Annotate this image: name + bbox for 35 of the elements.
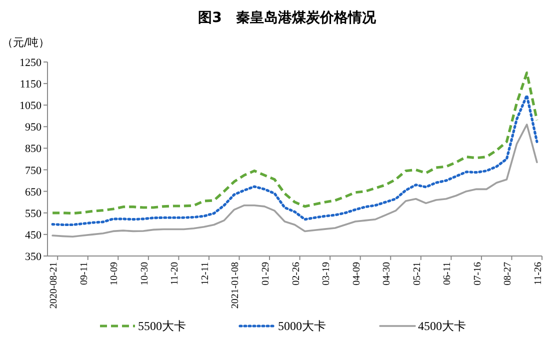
x-tick-label: 09-11 — [78, 262, 90, 285]
y-tick-label: 650 — [25, 186, 42, 198]
y-tick-label: 350 — [25, 251, 42, 263]
y-axis-title: （元/吨） — [2, 36, 50, 49]
x-tick-label: 05-21 — [412, 262, 423, 286]
x-tick-label: 11-26 — [532, 262, 544, 285]
x-tick-label: 04-09 — [351, 262, 362, 286]
legend-label: 5000大卡 — [278, 319, 326, 333]
legend-label: 5500大卡 — [138, 319, 186, 333]
y-tick-label: 450 — [25, 229, 42, 242]
x-tick-label: 06-11 — [442, 262, 454, 285]
line-series — [51, 71, 538, 215]
y-tick-label: 1250 — [20, 57, 42, 69]
y-tick-label: 750 — [25, 164, 42, 177]
x-tick-label: 04-30 — [382, 262, 393, 286]
y-tick-label: 950 — [25, 122, 42, 134]
y-tick-label: 1050 — [20, 100, 42, 112]
x-tick-label: 02-26 — [290, 262, 302, 286]
x-tick-label: 2021-01-08 — [230, 262, 242, 309]
line-series — [52, 124, 538, 238]
x-tick-label: 07-16 — [472, 262, 484, 286]
x-tick-label: 2020-08-21 — [48, 262, 60, 309]
y-tick-label: 850 — [25, 143, 42, 156]
y-tick-label: 1150 — [20, 78, 42, 91]
x-tick-label: 10-09 — [109, 262, 120, 286]
x-tick-label: 08-27 — [502, 262, 514, 286]
x-tick-label: 10-30 — [139, 262, 150, 286]
legend-label: 4500大卡 — [418, 319, 466, 333]
line-series — [51, 94, 538, 226]
x-tick-label: 12-11 — [200, 262, 211, 285]
x-tick-label: 03-19 — [321, 262, 332, 286]
chart-title: 图3 秦皇岛港煤炭价格情况 — [198, 10, 377, 26]
x-tick-label: 01-29 — [260, 262, 272, 286]
y-tick-label: 550 — [25, 208, 42, 220]
x-tick-label: 11-20 — [170, 262, 181, 285]
